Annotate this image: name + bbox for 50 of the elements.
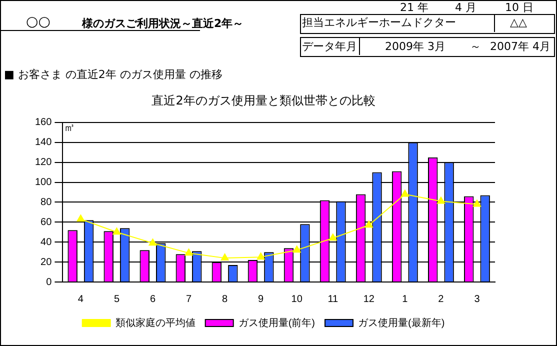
point	[328, 234, 337, 241]
y-tick-label: 100	[34, 177, 52, 188]
legend-label: ガス使用量(前年)	[238, 316, 316, 329]
text: 21 年	[400, 1, 428, 15]
text: データ年月	[302, 40, 357, 54]
point	[256, 252, 265, 260]
y-tick-label: 20	[40, 256, 52, 268]
point	[473, 200, 481, 207]
x-tick-label: 3	[474, 294, 480, 305]
x-tick-label: 2	[438, 294, 444, 305]
x-tick-label: 9	[258, 294, 264, 305]
text: 様のガスご利用状況～直近2年～	[82, 17, 244, 31]
y-tick-label: 140	[34, 137, 52, 148]
y-tick-label: 60	[40, 216, 52, 228]
y-tick-label: 0	[46, 276, 52, 288]
x-tick-label: 6	[150, 294, 156, 305]
y-tick-label: 160	[34, 117, 52, 128]
y-tick-label: 40	[40, 236, 52, 248]
x-tick-label: 4	[78, 294, 84, 305]
x-tick-label: 7	[186, 294, 192, 305]
y-tick-label: 120	[34, 157, 52, 168]
text: 4 月	[455, 1, 476, 15]
legend-label: ガス使用量(最新年)	[358, 316, 445, 329]
x-tick-label: 1	[402, 294, 408, 305]
text: 2009年 3月	[385, 40, 446, 54]
text: 10 日	[505, 1, 534, 15]
x-tick-label: 11	[328, 294, 339, 305]
x-tick-label: 5	[114, 294, 120, 305]
y-axis-title: ㎥	[64, 120, 75, 135]
point	[76, 214, 85, 222]
y-tick-label: 80	[40, 196, 52, 208]
point	[184, 248, 193, 256]
point	[292, 246, 301, 253]
point	[148, 238, 157, 246]
legend-label: 類似家庭の平均値	[115, 316, 196, 329]
text: ～	[470, 40, 481, 54]
point	[400, 190, 409, 197]
x-tick-label: 10	[291, 294, 303, 305]
point	[220, 254, 229, 261]
chart-subtitle: ■ お客さま の直近2年 のガス使用量 の推移	[4, 67, 222, 82]
point	[112, 228, 121, 235]
text: 2007年 4月	[490, 40, 550, 54]
text: ○○	[26, 14, 50, 30]
point	[364, 220, 373, 228]
text: △△	[510, 16, 527, 30]
chart-title: 直近2年のガス使用量と類似世帯との比較	[152, 93, 376, 108]
point	[436, 196, 445, 204]
x-tick-label: 12	[363, 294, 375, 305]
x-tick-label: 8	[222, 294, 228, 305]
text: 担当エネルギーホームドクター	[302, 16, 456, 30]
